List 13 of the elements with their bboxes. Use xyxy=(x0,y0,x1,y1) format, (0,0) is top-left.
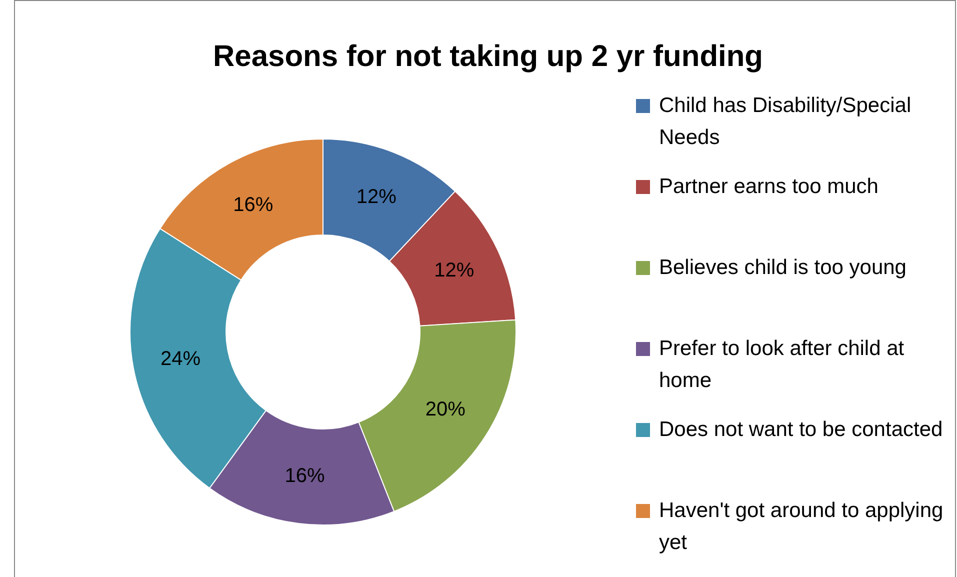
legend-label: Haven't got around to applying yet xyxy=(659,498,944,556)
data-label: 24% xyxy=(160,348,201,370)
data-label: 12% xyxy=(434,259,474,282)
chart-title: Reasons for not taking up 2 yr funding xyxy=(212,40,764,74)
legend-label: Believes child is too young xyxy=(659,255,906,281)
legend-label: Partner earns too much xyxy=(659,174,878,200)
legend-label: Prefer to look after child at home xyxy=(659,336,906,394)
data-label: 16% xyxy=(233,194,274,216)
data-label: 16% xyxy=(284,464,326,487)
legend-label: Child has Disability/Special Needs xyxy=(659,93,912,151)
data-label: 20% xyxy=(425,398,466,421)
data-label: 12% xyxy=(356,186,397,208)
legend-label: Does not want to be contacted xyxy=(659,417,943,443)
